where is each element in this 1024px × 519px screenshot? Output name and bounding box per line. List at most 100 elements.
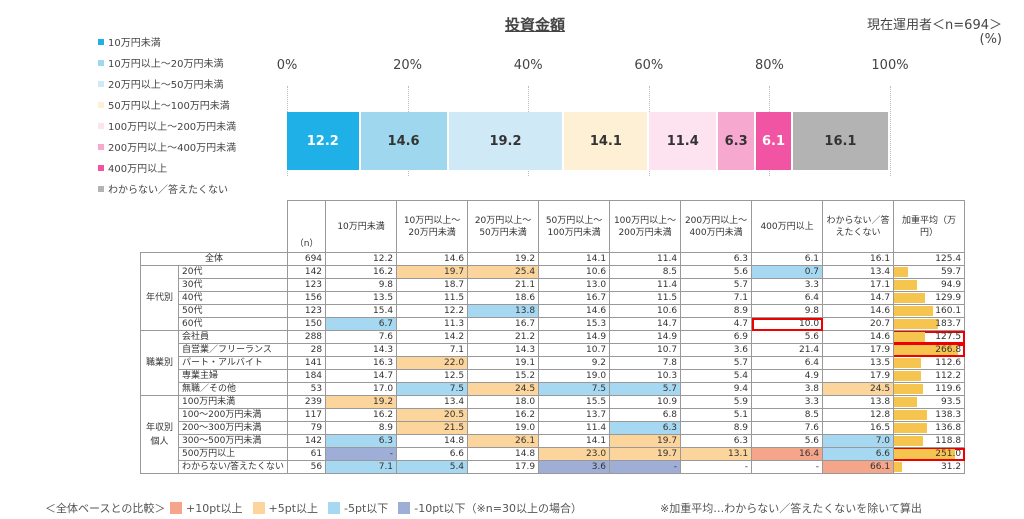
data-cell: 13.8: [822, 395, 895, 409]
data-cell: 5.4: [680, 369, 753, 383]
row-label: 全体: [139, 252, 289, 266]
data-cell: 11.5: [396, 291, 469, 305]
data-cell: 14.6: [538, 304, 611, 318]
row-n: 61: [287, 447, 327, 461]
row-group-label: 職業別: [140, 330, 179, 396]
data-cell: 4.9: [751, 369, 824, 383]
row-label: 200～300万円未満: [177, 421, 289, 435]
avg-value: 59.7: [941, 267, 962, 277]
data-cell: 16.1: [822, 252, 895, 266]
data-cell: 10.3: [609, 369, 682, 383]
data-cell: 24.5: [822, 382, 895, 396]
avg-value: 94.9: [941, 280, 962, 290]
avg-bar: [894, 371, 922, 381]
data-cell: 11.3: [396, 317, 469, 331]
row-n: 123: [287, 304, 327, 318]
legend-item: 10万円以上～20万円未満: [98, 55, 223, 70]
data-cell: 3.6: [538, 460, 611, 474]
chart-title: 投資金額: [504, 16, 565, 34]
table-row: わからない/答えたくない 56 7.1 5.4 17.9 3.6- - -66.1 31.2: [141, 460, 966, 474]
table-row: 職業別 会社員 288 7.6 14.2 21.2 14.9 14.9 6.9 5.6 14.6 12…: [140, 330, 966, 396]
avg-value: 112.6: [935, 358, 962, 368]
avg-cell: 119.6: [893, 382, 966, 396]
bar-segment: 6.1: [756, 112, 793, 170]
avg-value: 129.9: [935, 293, 962, 303]
data-cell: 14.6: [396, 252, 469, 266]
row-label: 無職／その他: [177, 382, 289, 396]
data-cell: -: [751, 460, 824, 474]
row-n: 117: [287, 408, 327, 422]
bar-segment: 19.2: [448, 112, 565, 170]
row-label: 50代: [177, 304, 289, 318]
data-cell: 16.7: [467, 317, 540, 331]
row-n: 141: [287, 356, 327, 370]
legend-item: 200万円以上～400万円未満: [98, 139, 236, 154]
data-cell: 8.9: [680, 304, 753, 318]
row-n: 142: [287, 265, 327, 279]
grid-line: [890, 86, 891, 176]
data-cell: 19.0: [538, 369, 611, 383]
table-row: 30代 123 9.8 18.7 21.1 13.0 11.4 5.7 3.3 17.1 94.9: [141, 278, 966, 292]
data-cell: 7.1: [325, 460, 398, 474]
data-cell: 6.6: [822, 447, 895, 461]
data-cell: 14.1: [538, 434, 611, 448]
column-header: 加重平均（万円）: [893, 200, 966, 253]
table-row: 年代別 20代 142 16.2 19.7 25.4 10.6 8.5 5.6 0.7 13.4 59…: [140, 265, 966, 331]
bar-segment: 16.1: [792, 112, 890, 170]
footer-compare-label: ＜全体ベースとの比較＞: [45, 502, 166, 515]
avg-cell: 94.9: [893, 278, 966, 292]
data-cell: 19.0: [467, 421, 540, 435]
data-cell: 14.7: [609, 317, 682, 331]
data-cell: 17.0: [325, 382, 398, 396]
data-cell: 3.3: [751, 395, 824, 409]
data-cell: 17.9: [822, 369, 895, 383]
legend-item: 20万円以上～50万円未満: [98, 76, 223, 91]
data-cell: 13.5: [325, 291, 398, 305]
data-cell: 12.5: [396, 369, 469, 383]
row-n: 53: [287, 382, 327, 396]
data-cell: 19.2: [467, 252, 540, 266]
data-cell: 3.6: [680, 343, 753, 357]
row-n: 123: [287, 278, 327, 292]
avg-bar: [894, 410, 928, 420]
data-cell: 13.4: [822, 265, 895, 279]
data-cell: 5.7: [680, 278, 753, 292]
header-n: （n）: [287, 200, 327, 253]
data-cell: 14.3: [325, 343, 398, 357]
x-tick-label: 80%: [754, 58, 784, 73]
avg-value: 125.4: [935, 254, 962, 264]
legend-swatch: [98, 123, 104, 129]
avg-cell: 112.6: [893, 356, 966, 370]
footer-swatch: [170, 502, 182, 514]
data-cell: 19.7: [396, 265, 469, 279]
data-cell: 9.8: [325, 278, 398, 292]
data-cell: 5.7: [680, 356, 753, 370]
data-cell: 19.7: [609, 447, 682, 461]
data-cell: 7.5: [538, 382, 611, 396]
data-cell: 9.2: [538, 356, 611, 370]
table-row: 100～200万円未満 117 16.2 20.5 16.2 13.7 6.8 5.1 8.5 1…: [141, 408, 966, 422]
data-cell: 10.6: [538, 265, 611, 279]
avg-bar: [894, 462, 902, 472]
column-header: わからない／答えたくない: [822, 200, 895, 253]
data-cell: 11.4: [609, 252, 682, 266]
avg-bar: [894, 345, 959, 355]
data-cell: 20.5: [396, 408, 469, 422]
data-cell: 5.1: [680, 408, 753, 422]
data-cell: 3.8: [751, 382, 824, 396]
data-cell: 6.4: [751, 356, 824, 370]
data-cell: 17.9: [822, 343, 895, 357]
column-header: 100万円以上～200万円未満: [609, 200, 682, 253]
row-n: 694: [287, 252, 327, 266]
avg-bar: [894, 267, 909, 277]
footer-legend-label: +10pt以上: [186, 502, 243, 515]
column-header: 50万円以上～100万円未満: [538, 200, 611, 253]
row-group-label: 年収別 個人: [140, 395, 179, 474]
row-label: わからない/答えたくない: [177, 460, 289, 474]
data-cell: 18.6: [467, 291, 540, 305]
data-cell: 14.6: [822, 330, 895, 344]
data-cell: 12.2: [396, 304, 469, 318]
data-cell: 21.2: [467, 330, 540, 344]
footer-legend-label: -5pt以下: [344, 502, 389, 515]
footer-legend-label: -10pt以下（※n=30以上の場合）: [414, 502, 582, 515]
